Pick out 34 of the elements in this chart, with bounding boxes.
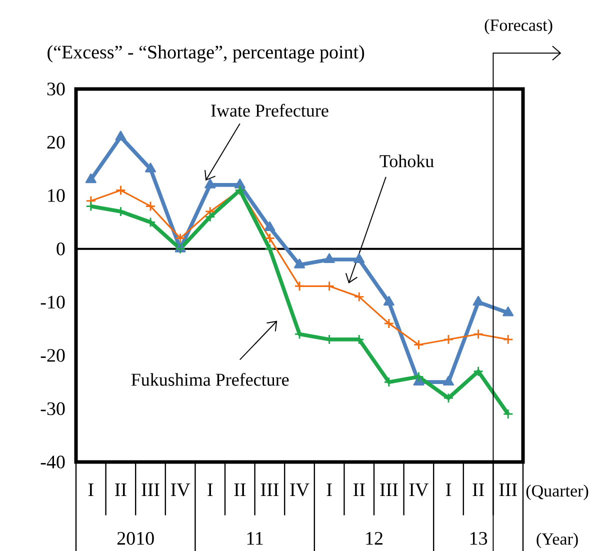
text: (Forecast) bbox=[484, 18, 552, 34]
y-tick-label: -10 bbox=[40, 296, 65, 309]
text: 12 bbox=[366, 532, 382, 545]
text: Iwate Prefecture bbox=[211, 104, 328, 117]
x-tick-label: III bbox=[380, 484, 398, 496]
text: Tohoku bbox=[380, 154, 434, 168]
x-tick-label: IV bbox=[290, 484, 310, 496]
x-axis-title: (Quarter) bbox=[526, 484, 588, 500]
x-tick-label: I bbox=[326, 484, 332, 496]
text: (Year) bbox=[536, 532, 578, 548]
y-tick-label: -40 bbox=[40, 456, 65, 468]
x-tick-label: II bbox=[234, 484, 246, 496]
x-tick-label: II bbox=[353, 484, 365, 496]
x-tick-label: I bbox=[208, 484, 213, 496]
chart-subtitle: (“Excess” - “Shortage”, percentage point) bbox=[48, 45, 364, 62]
x-tick-label: III bbox=[142, 484, 160, 496]
y-tick-label: 30 bbox=[47, 82, 65, 96]
x-tick-label: IV bbox=[170, 484, 190, 496]
y-tick-label: -20 bbox=[40, 349, 65, 362]
x-tick-label: III bbox=[499, 484, 517, 496]
x-tick-label: II bbox=[472, 484, 484, 496]
x-tick-label: IV bbox=[409, 484, 429, 496]
y-tick-label: -30 bbox=[40, 402, 65, 416]
y-tick-label: 10 bbox=[48, 189, 65, 202]
y-tick-label: 20 bbox=[47, 136, 65, 149]
text: 13 bbox=[470, 532, 488, 545]
text: 2010 bbox=[117, 532, 154, 545]
x-tick-label: I bbox=[446, 484, 451, 496]
x-tick-label: I bbox=[88, 484, 94, 496]
y-tick-label: 0 bbox=[56, 242, 65, 256]
text: Fukushima Prefecture bbox=[131, 372, 289, 386]
x-tick-label: III bbox=[260, 484, 279, 496]
x-tick-label: II bbox=[115, 484, 126, 496]
text: 11 bbox=[247, 532, 263, 545]
